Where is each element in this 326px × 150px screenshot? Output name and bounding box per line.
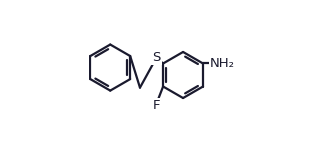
Text: F: F	[153, 99, 160, 112]
Text: NH₂: NH₂	[210, 57, 235, 70]
Text: S: S	[152, 51, 160, 64]
